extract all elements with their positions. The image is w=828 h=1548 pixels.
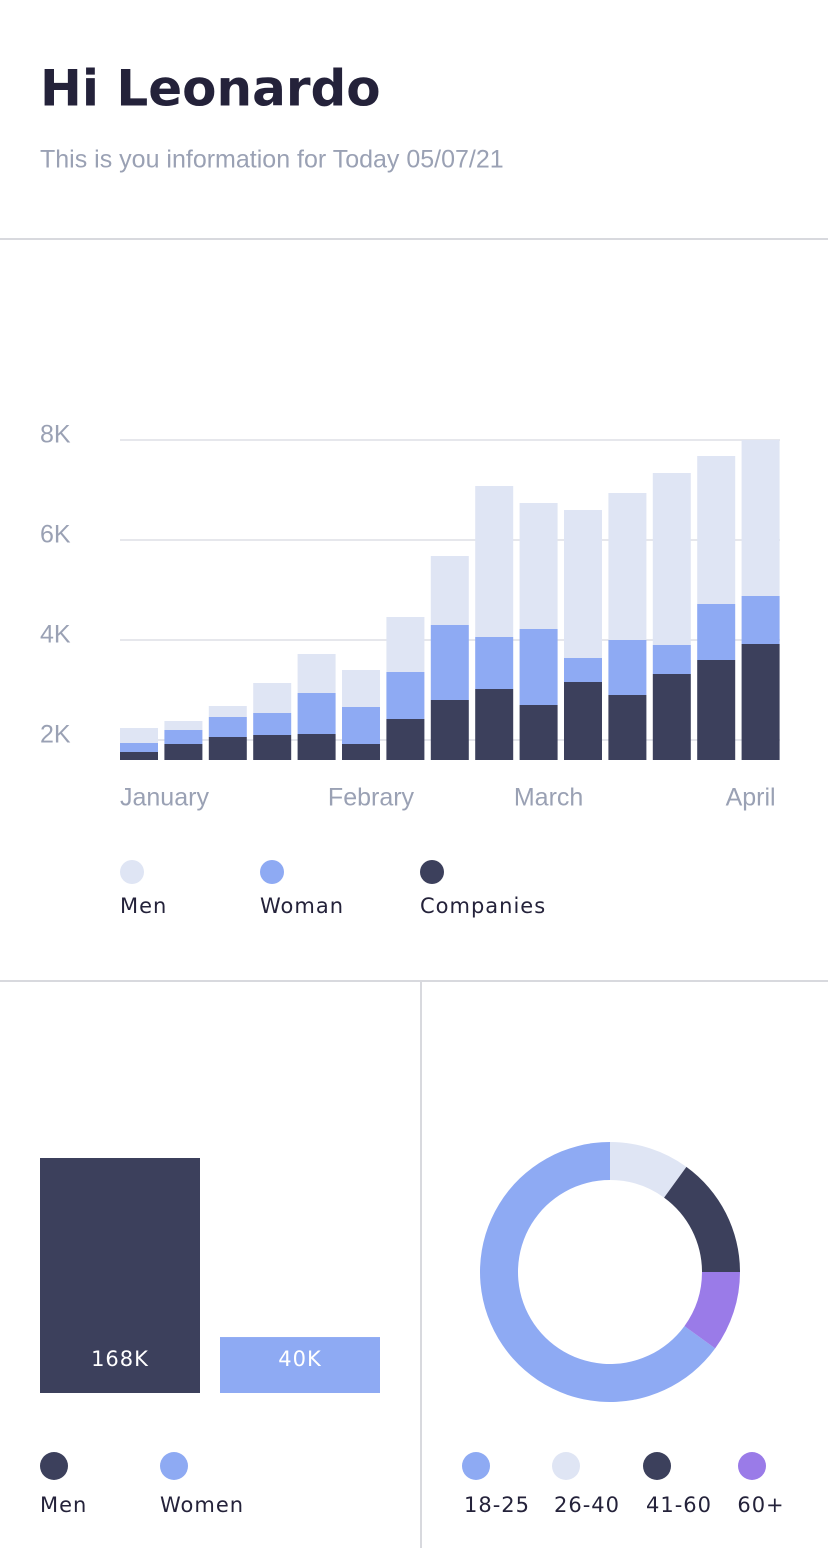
bar-segment [519,705,558,760]
value-label: 40K [278,1347,322,1371]
bar-segment [253,713,292,735]
y-tick-label: 2K [40,721,71,749]
bar-segment [208,737,247,760]
bar-segment [342,744,380,760]
bar-segment [164,744,203,760]
bar [220,1337,380,1393]
bar-segment [120,752,158,760]
x-tick-label: January [120,784,209,812]
legend-label: Men [40,1493,87,1517]
bar-segment [608,695,647,760]
bar-segment [120,728,158,743]
legend-dot [120,860,144,884]
greeting: Hi Leonardo [40,60,381,118]
bar-segment [741,644,780,760]
bar-segment [697,456,736,604]
bar-segment [475,486,514,637]
bar-segment [297,693,336,734]
bar-segment [652,674,691,760]
legend-label: 26-40 [554,1493,620,1517]
subtitle: This is you information for Today 05/07/… [40,146,504,174]
legend-dot [462,1452,490,1480]
bar-segment [564,658,602,682]
legend-label: 60+ [737,1493,784,1517]
legend-dot [260,860,284,884]
bar-segment [297,654,336,693]
bar-segment [697,660,736,760]
bar-segment [430,556,469,625]
donut-slice [480,1142,716,1402]
bar-segment [253,683,292,713]
bar-segment [208,706,247,717]
bar-segment [253,735,292,760]
value-label: 168K [91,1347,149,1371]
bar-segment [741,596,780,644]
bar-segment [741,440,780,596]
bar-segment [608,493,647,640]
bar-segment [564,510,602,658]
bar-segment [386,719,425,760]
donut-slice [610,1142,687,1198]
bar-segment [297,734,336,760]
x-tick-label: Febrary [328,784,415,812]
legend-dot [420,860,444,884]
bar-segment [164,721,203,730]
bar-segment [608,640,647,695]
legend-dot [40,1452,68,1480]
x-tick-label: March [514,784,583,812]
donut-slice [684,1272,740,1349]
donut-slice [664,1166,740,1272]
legend-dot [552,1452,580,1480]
x-tick-label: April [726,784,776,812]
legend-label: 41-60 [646,1493,712,1517]
y-tick-label: 4K [40,621,71,649]
y-tick-label: 6K [40,521,71,549]
legend-label: Companies [420,894,546,918]
legend-label: Women [160,1493,244,1517]
bar-segment [342,707,380,744]
y-tick-label: 8K [40,421,71,449]
bar-segment [475,637,514,689]
bar-segment [697,604,736,660]
bar-segment [164,730,203,744]
bar-segment [652,473,691,645]
legend-dot [738,1452,766,1480]
legend-label: 18-25 [464,1493,530,1517]
bar-segment [430,625,469,700]
bar-segment [564,682,602,760]
bar-segment [475,689,514,760]
legend-dot [160,1452,188,1480]
legend-label: Woman [260,894,344,918]
bar-segment [386,672,425,719]
bar-segment [386,617,425,672]
bar-segment [652,645,691,674]
bar-segment [430,700,469,760]
bar-segment [120,743,158,752]
legend-dot [643,1452,671,1480]
bar-segment [342,670,380,707]
bar-segment [208,717,247,737]
bar-segment [519,503,558,629]
bar-segment [519,629,558,705]
legend-label: Men [120,894,167,918]
bar [40,1158,200,1393]
